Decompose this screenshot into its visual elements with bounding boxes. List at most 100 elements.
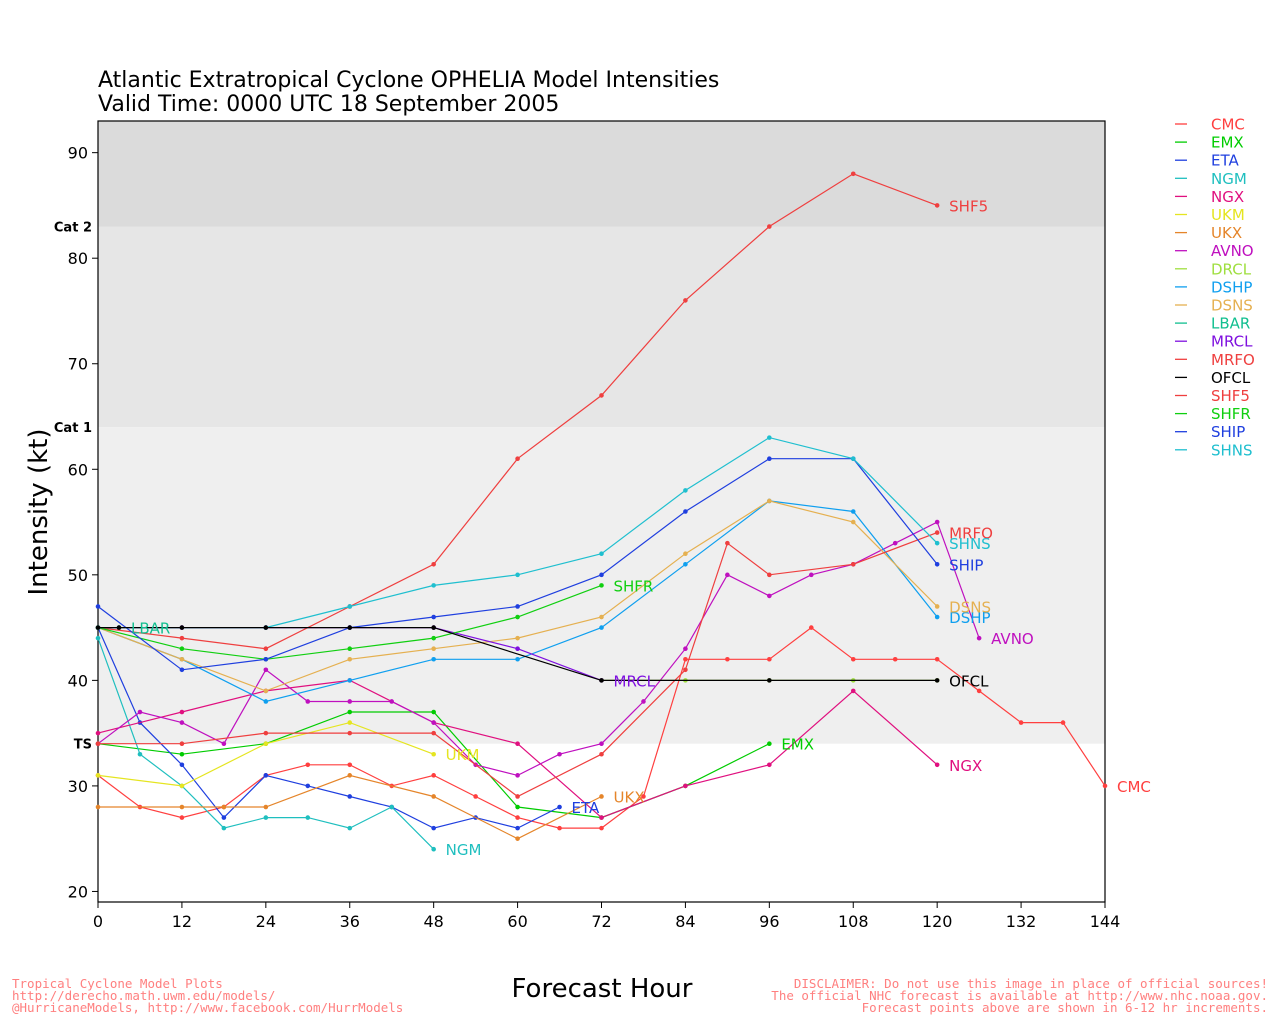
series-avno-point-8 [431, 720, 436, 725]
series-ukm-point-4 [431, 751, 436, 757]
series-ngx-point-0 [95, 730, 101, 736]
series-ship-point-8 [767, 456, 772, 462]
y-tick-label-0: 20 [68, 882, 88, 901]
series-ukx-point-7 [599, 794, 604, 799]
series-mrfo-point-7 [683, 667, 688, 673]
series-shns-point-8 [850, 456, 856, 462]
footer-left-line-2: http://derecho.math.uwm.edu/models/ [12, 988, 275, 1003]
series-ukx-point-6 [515, 836, 520, 841]
series-dshp-point-2 [263, 699, 269, 704]
series-emx-point-1 [179, 751, 185, 757]
series-cmc-point-5 [305, 762, 311, 768]
x-tick-label-1: 12 [172, 912, 192, 931]
series-ngx-point-6 [599, 815, 604, 820]
series-ngx-point-10 [934, 762, 940, 768]
series-dshp-point-6 [599, 625, 604, 630]
x-tick-label-7: 84 [675, 912, 695, 931]
series-mrfo-end-label: MRFO [949, 525, 993, 543]
series-shns-point-2 [347, 604, 353, 609]
series-avno-point-7 [389, 699, 395, 704]
x-tick-label-0: 0 [93, 912, 103, 931]
series-shns-line [98, 436, 938, 629]
series-ngm-point-6 [347, 825, 353, 831]
series-ship-end-label: SHIP [949, 556, 983, 574]
legend-cmc-label: CMC [1211, 116, 1245, 134]
series-shfr-point-1 [179, 646, 185, 652]
legend-ngx-label: NGX [1211, 188, 1244, 206]
series-avno-point-15 [725, 572, 730, 578]
x-tick-label-10: 120 [922, 912, 953, 931]
series-mrfo-point-3 [347, 730, 353, 736]
series-avno-point-11 [557, 751, 562, 757]
series-dshp-point-7 [683, 561, 688, 567]
series-ukx-point-4 [347, 773, 353, 778]
series-mrfo-point-4 [431, 730, 436, 736]
series-dsns-point-8 [767, 498, 772, 504]
series-cmc-point-2 [179, 815, 185, 820]
series-emx-end-label: EMX [781, 736, 814, 754]
band-label-2: Cat 2 [54, 221, 92, 236]
series-avno-end-label: AVNO [991, 630, 1034, 648]
x-tick-label-2: 24 [256, 912, 276, 931]
series-ofcl-point-3 [263, 625, 269, 630]
legend-mrcl-label: MRCL [1211, 333, 1253, 351]
footer-right-line-3: Forecast points above are shown in 6-12 … [862, 1000, 1268, 1015]
series-avno-point-17 [808, 572, 814, 578]
series-dshp-point-5 [515, 656, 520, 662]
series-ngm-end-label: NGM [446, 841, 482, 859]
series-dsns-point-10 [934, 604, 940, 609]
y-tick-label-2: 40 [68, 671, 88, 690]
series-avno-point-2 [179, 720, 185, 725]
series-cmc-point-16 [767, 656, 772, 662]
series-dsns-point-3 [347, 656, 353, 662]
series-ship-point-1 [179, 667, 185, 673]
band-label-0: TS [74, 738, 92, 753]
series-dsns-point-4 [431, 646, 436, 652]
band-2 [98, 121, 1105, 227]
series-ukm-point-0 [95, 773, 101, 778]
series-ngm-point-1 [137, 751, 143, 757]
series-emx-point-3 [347, 709, 353, 715]
series-ngm-point-3 [221, 825, 227, 831]
intensity-bands: TS Cat 1 Cat 2 [54, 121, 1105, 753]
series-mrfo-point-2 [263, 730, 269, 736]
series-ofcl-point-5 [431, 625, 436, 630]
series-shf5-point-6 [599, 393, 604, 398]
series-dshp-point-3 [347, 678, 353, 683]
band-label-1: Cat 1 [54, 421, 92, 436]
series-mrfo-point-9 [767, 572, 772, 578]
series-ukm-point-2 [263, 741, 269, 746]
legend: CMCEMXETANGMNGXUKMUKXAVNODRCLDSHPDSNSLBA… [1175, 116, 1255, 459]
series-eta-point-10 [515, 825, 520, 831]
series-avno-point-14 [683, 646, 688, 652]
y-tick-label-1: 30 [68, 777, 88, 796]
series-ofcl-point-6 [599, 678, 604, 683]
series-avno-point-3 [221, 741, 227, 746]
series-shns-point-5 [599, 551, 604, 557]
series-dshp-point-10 [934, 614, 940, 620]
series-avno-point-13 [641, 699, 646, 704]
series-mrcl-point-5 [515, 646, 520, 652]
series-eta-point-8 [431, 825, 436, 831]
series-mrfo-point-10 [850, 561, 856, 567]
series-lbar-end-label: LBAR [131, 620, 170, 638]
legend-drcl-label: DRCL [1211, 260, 1252, 278]
x-tick-label-11: 132 [1006, 912, 1037, 931]
series-shfr-point-6 [599, 583, 604, 588]
series-shf5-point-7 [683, 298, 688, 303]
legend-ship-label: SHIP [1211, 423, 1245, 441]
x-tick-label-12: 144 [1090, 912, 1121, 931]
y-tick-label-3: 50 [68, 566, 88, 585]
series-cmc-point-19 [892, 656, 898, 662]
series-eta-point-2 [179, 762, 185, 768]
series-cmc-point-21 [976, 688, 982, 694]
series-cmc-point-10 [515, 815, 520, 820]
series-mrfo-point-6 [599, 751, 604, 757]
series-cmc-point-13 [641, 794, 646, 799]
series-ship-point-2 [263, 656, 269, 662]
series-ngm-point-0 [95, 635, 101, 641]
footer-right-line-2: The official NHC forecast is available a… [771, 988, 1268, 1003]
legend-ukm-label: UKM [1211, 206, 1245, 224]
series-ukx-point-1 [179, 804, 185, 810]
